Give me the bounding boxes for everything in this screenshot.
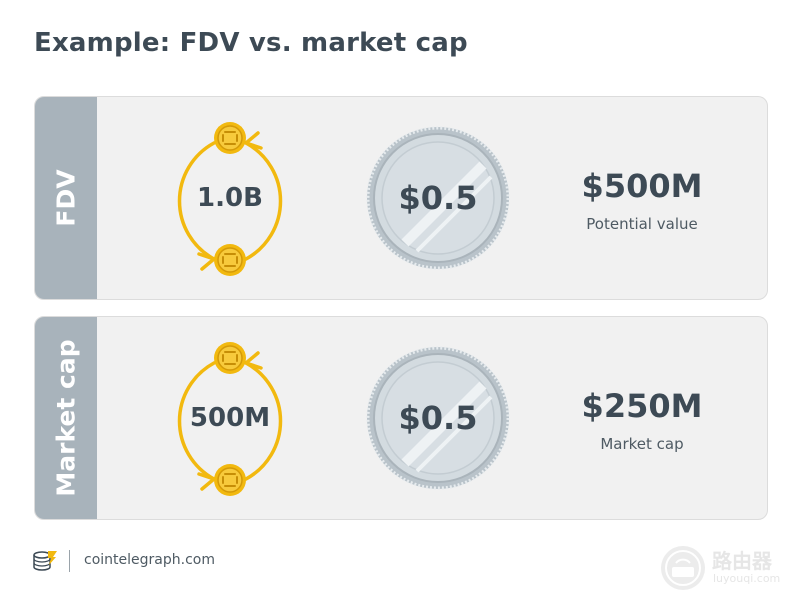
market-cap-caption: Market cap [600, 435, 684, 453]
coin-icon [214, 244, 246, 276]
supply-value: 500M [189, 403, 271, 433]
cycle-arrows-icon [177, 342, 283, 496]
silver-coin-icon [366, 346, 510, 490]
supply-value: 1.0B [197, 183, 263, 213]
page-title: Example: FDV vs. market cap [34, 28, 468, 58]
market-cap-panel: Market cap 500M $0.5 $250M Market cap [34, 316, 768, 520]
price-value: $0.5 [398, 399, 478, 437]
footer-divider [69, 550, 70, 572]
fdv-caption: Potential value [586, 215, 698, 233]
coin-icon [214, 464, 246, 496]
fdv-amount: $500M [581, 167, 703, 205]
coin-icon [214, 122, 246, 154]
market-cap-side-label: Market cap [51, 339, 81, 497]
cointelegraph-logo-icon [33, 551, 57, 571]
footer-site-link[interactable]: cointelegraph.com [84, 552, 215, 568]
fdv-side-label: FDV [51, 169, 81, 227]
cycle-arrows-icon [177, 122, 283, 276]
market-cap-side-bar: Market cap [35, 317, 97, 519]
silver-coin-icon [366, 126, 510, 270]
market-cap-amount: $250M [581, 387, 703, 425]
fdv-side-bar: FDV [35, 97, 97, 299]
price-value: $0.5 [398, 179, 478, 217]
router-watermark-icon [661, 546, 705, 590]
fdv-panel: FDV 1.0B $0.5 $500M Potential value [34, 96, 768, 300]
coin-icon [214, 342, 246, 374]
watermark-name: 路由器 [712, 549, 772, 573]
watermark-site: luyouqi.com [713, 572, 781, 585]
